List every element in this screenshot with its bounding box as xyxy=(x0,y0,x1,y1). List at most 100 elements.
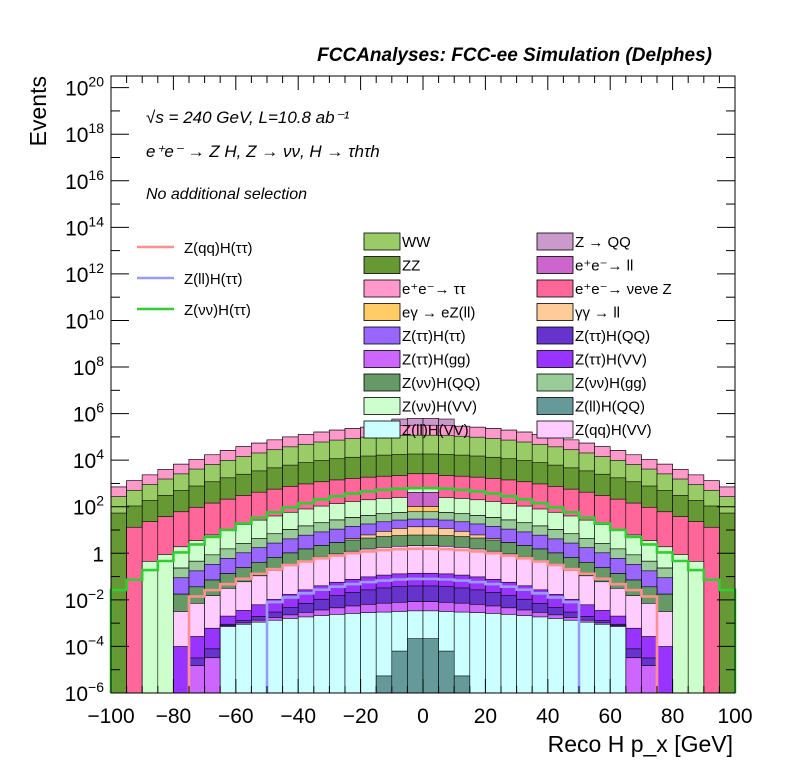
x-tick-label: −60 xyxy=(218,705,254,728)
signal-line-2 xyxy=(265,577,581,693)
chart-title: FCCAnalyses: FCC-ee Simulation (Delphes) xyxy=(317,45,712,66)
y-tick-label: 10−4 xyxy=(65,632,105,659)
legend-fill-swatch xyxy=(363,350,401,368)
bar xyxy=(157,554,174,694)
legend-fill-swatch xyxy=(363,256,401,274)
legend-fill-label: Z → QQ xyxy=(575,234,631,251)
bar xyxy=(469,612,486,694)
bar xyxy=(266,619,283,694)
y-tick-label: 106 xyxy=(73,400,104,427)
legend-fill-label: Z(ll)H(VV) xyxy=(402,422,469,439)
bar xyxy=(609,626,627,694)
legend-fill-swatch xyxy=(536,279,574,298)
y-tick-label: 1 xyxy=(92,543,104,566)
legend-fill-swatch xyxy=(363,397,401,415)
legend-fill-label: Z(νν)H(VV) xyxy=(402,399,477,416)
x-tick-label: 100 xyxy=(717,705,752,728)
legend-line-label: Z(ll)H(ττ) xyxy=(184,271,243,288)
y-tick-label: 102 xyxy=(73,493,104,520)
legend-fill-label: eγ → eZ(ll) xyxy=(402,305,475,322)
bar xyxy=(219,626,237,694)
x-axis-label: Reco H p_x [GeV] xyxy=(548,731,733,757)
legend-fill-label: Z(ττ)H(QQ) xyxy=(575,328,650,345)
bar xyxy=(110,512,127,694)
bar xyxy=(672,554,689,694)
selection-annotation: No additional selection xyxy=(146,186,307,203)
legend-fill-swatch xyxy=(536,350,574,368)
legend-line-label: Z(qq)H(ττ) xyxy=(184,240,253,257)
bar xyxy=(594,623,611,694)
x-tick-label: 0 xyxy=(417,705,429,728)
legend-fill-swatch xyxy=(536,232,574,251)
bar xyxy=(531,616,549,694)
bar xyxy=(329,614,346,694)
bar xyxy=(344,613,361,694)
bar xyxy=(297,616,315,694)
legend-fill-label: Z(ττ)H(gg) xyxy=(402,352,471,369)
legend: Z(qq)H(ττ) Z(ll)H(ττ) Z(νν)H(ττ) WW ZZ e⁺e⁻→ … xyxy=(137,232,672,439)
bar xyxy=(173,646,190,694)
legend-fill-label: WW xyxy=(402,234,431,251)
y-tick-label: 108 xyxy=(73,353,104,380)
bar xyxy=(391,650,408,694)
legend-fill-label: Z(qq)H(VV) xyxy=(575,422,652,439)
bar xyxy=(438,650,455,694)
y-tick-label: 1016 xyxy=(65,167,104,194)
legend-fill-label: Z(ll)H(QQ) xyxy=(575,399,645,416)
bar xyxy=(656,646,673,694)
x-tick-label: −40 xyxy=(280,705,316,728)
legend-fill-swatch xyxy=(363,303,401,321)
legend-fill-label: Z(ττ)H(VV) xyxy=(575,352,647,369)
bar xyxy=(485,613,502,694)
band-0 xyxy=(375,638,471,694)
bar xyxy=(547,618,564,694)
x-tick-label: −20 xyxy=(343,705,379,728)
legend-fill-swatch xyxy=(536,397,574,415)
bar xyxy=(500,614,517,694)
y-tick-label: 1014 xyxy=(65,213,104,240)
legend-fill-label: Z(ττ)H(ττ) xyxy=(402,328,466,345)
signal-line-0 xyxy=(109,486,737,693)
y-axis-label: Events xyxy=(25,76,51,146)
bar xyxy=(251,621,268,694)
legend-line-label: Z(νν)H(ττ) xyxy=(184,302,251,319)
bar xyxy=(141,561,159,694)
signal-line-1 xyxy=(187,547,659,693)
legend-fill-label: γγ → ll xyxy=(575,305,620,322)
bar xyxy=(719,512,736,694)
legend-fill-swatch xyxy=(363,232,401,251)
bar xyxy=(313,615,330,694)
y-tick-label: 104 xyxy=(73,446,104,473)
x-tick-label: 40 xyxy=(536,705,559,728)
y-tick-label: 1020 xyxy=(65,74,104,101)
y-tick-label: 10−2 xyxy=(65,586,105,613)
legend-fill-label: Z(νν)H(gg) xyxy=(575,375,647,392)
bar xyxy=(235,623,252,694)
signal-lines xyxy=(109,486,737,693)
bar xyxy=(578,621,595,694)
legend-fill-swatch xyxy=(536,303,574,321)
y-tick-label: 10−6 xyxy=(65,679,105,706)
x-tick-label: 60 xyxy=(599,705,622,728)
legend-fill-swatch xyxy=(536,256,574,274)
legend-fill-swatch xyxy=(536,373,574,392)
bar xyxy=(687,561,705,694)
bar xyxy=(375,675,393,694)
x-axis: −100 −80 −60 −40 −20 0 20 40 60 80 100 xyxy=(87,76,753,728)
bar xyxy=(422,638,439,694)
process-annotation: e⁺e⁻ → Z H, Z → νν, H → τhτh xyxy=(146,142,380,161)
legend-fill-label: ZZ xyxy=(402,258,420,275)
bar xyxy=(641,665,658,694)
bar xyxy=(563,619,580,694)
bar xyxy=(188,665,205,694)
legend-fill-swatch xyxy=(363,373,401,392)
y-tick-label: 1018 xyxy=(65,120,104,147)
legend-fill-swatch xyxy=(536,420,574,439)
y-tick-label: 1010 xyxy=(65,306,104,333)
bar xyxy=(625,657,642,694)
legend-fill-label: Z(νν)H(QQ) xyxy=(402,375,480,392)
bar xyxy=(516,615,533,694)
x-tick-label: −100 xyxy=(87,705,134,728)
legend-fill-label: e⁺e⁻→ νeνe Z xyxy=(575,281,672,298)
